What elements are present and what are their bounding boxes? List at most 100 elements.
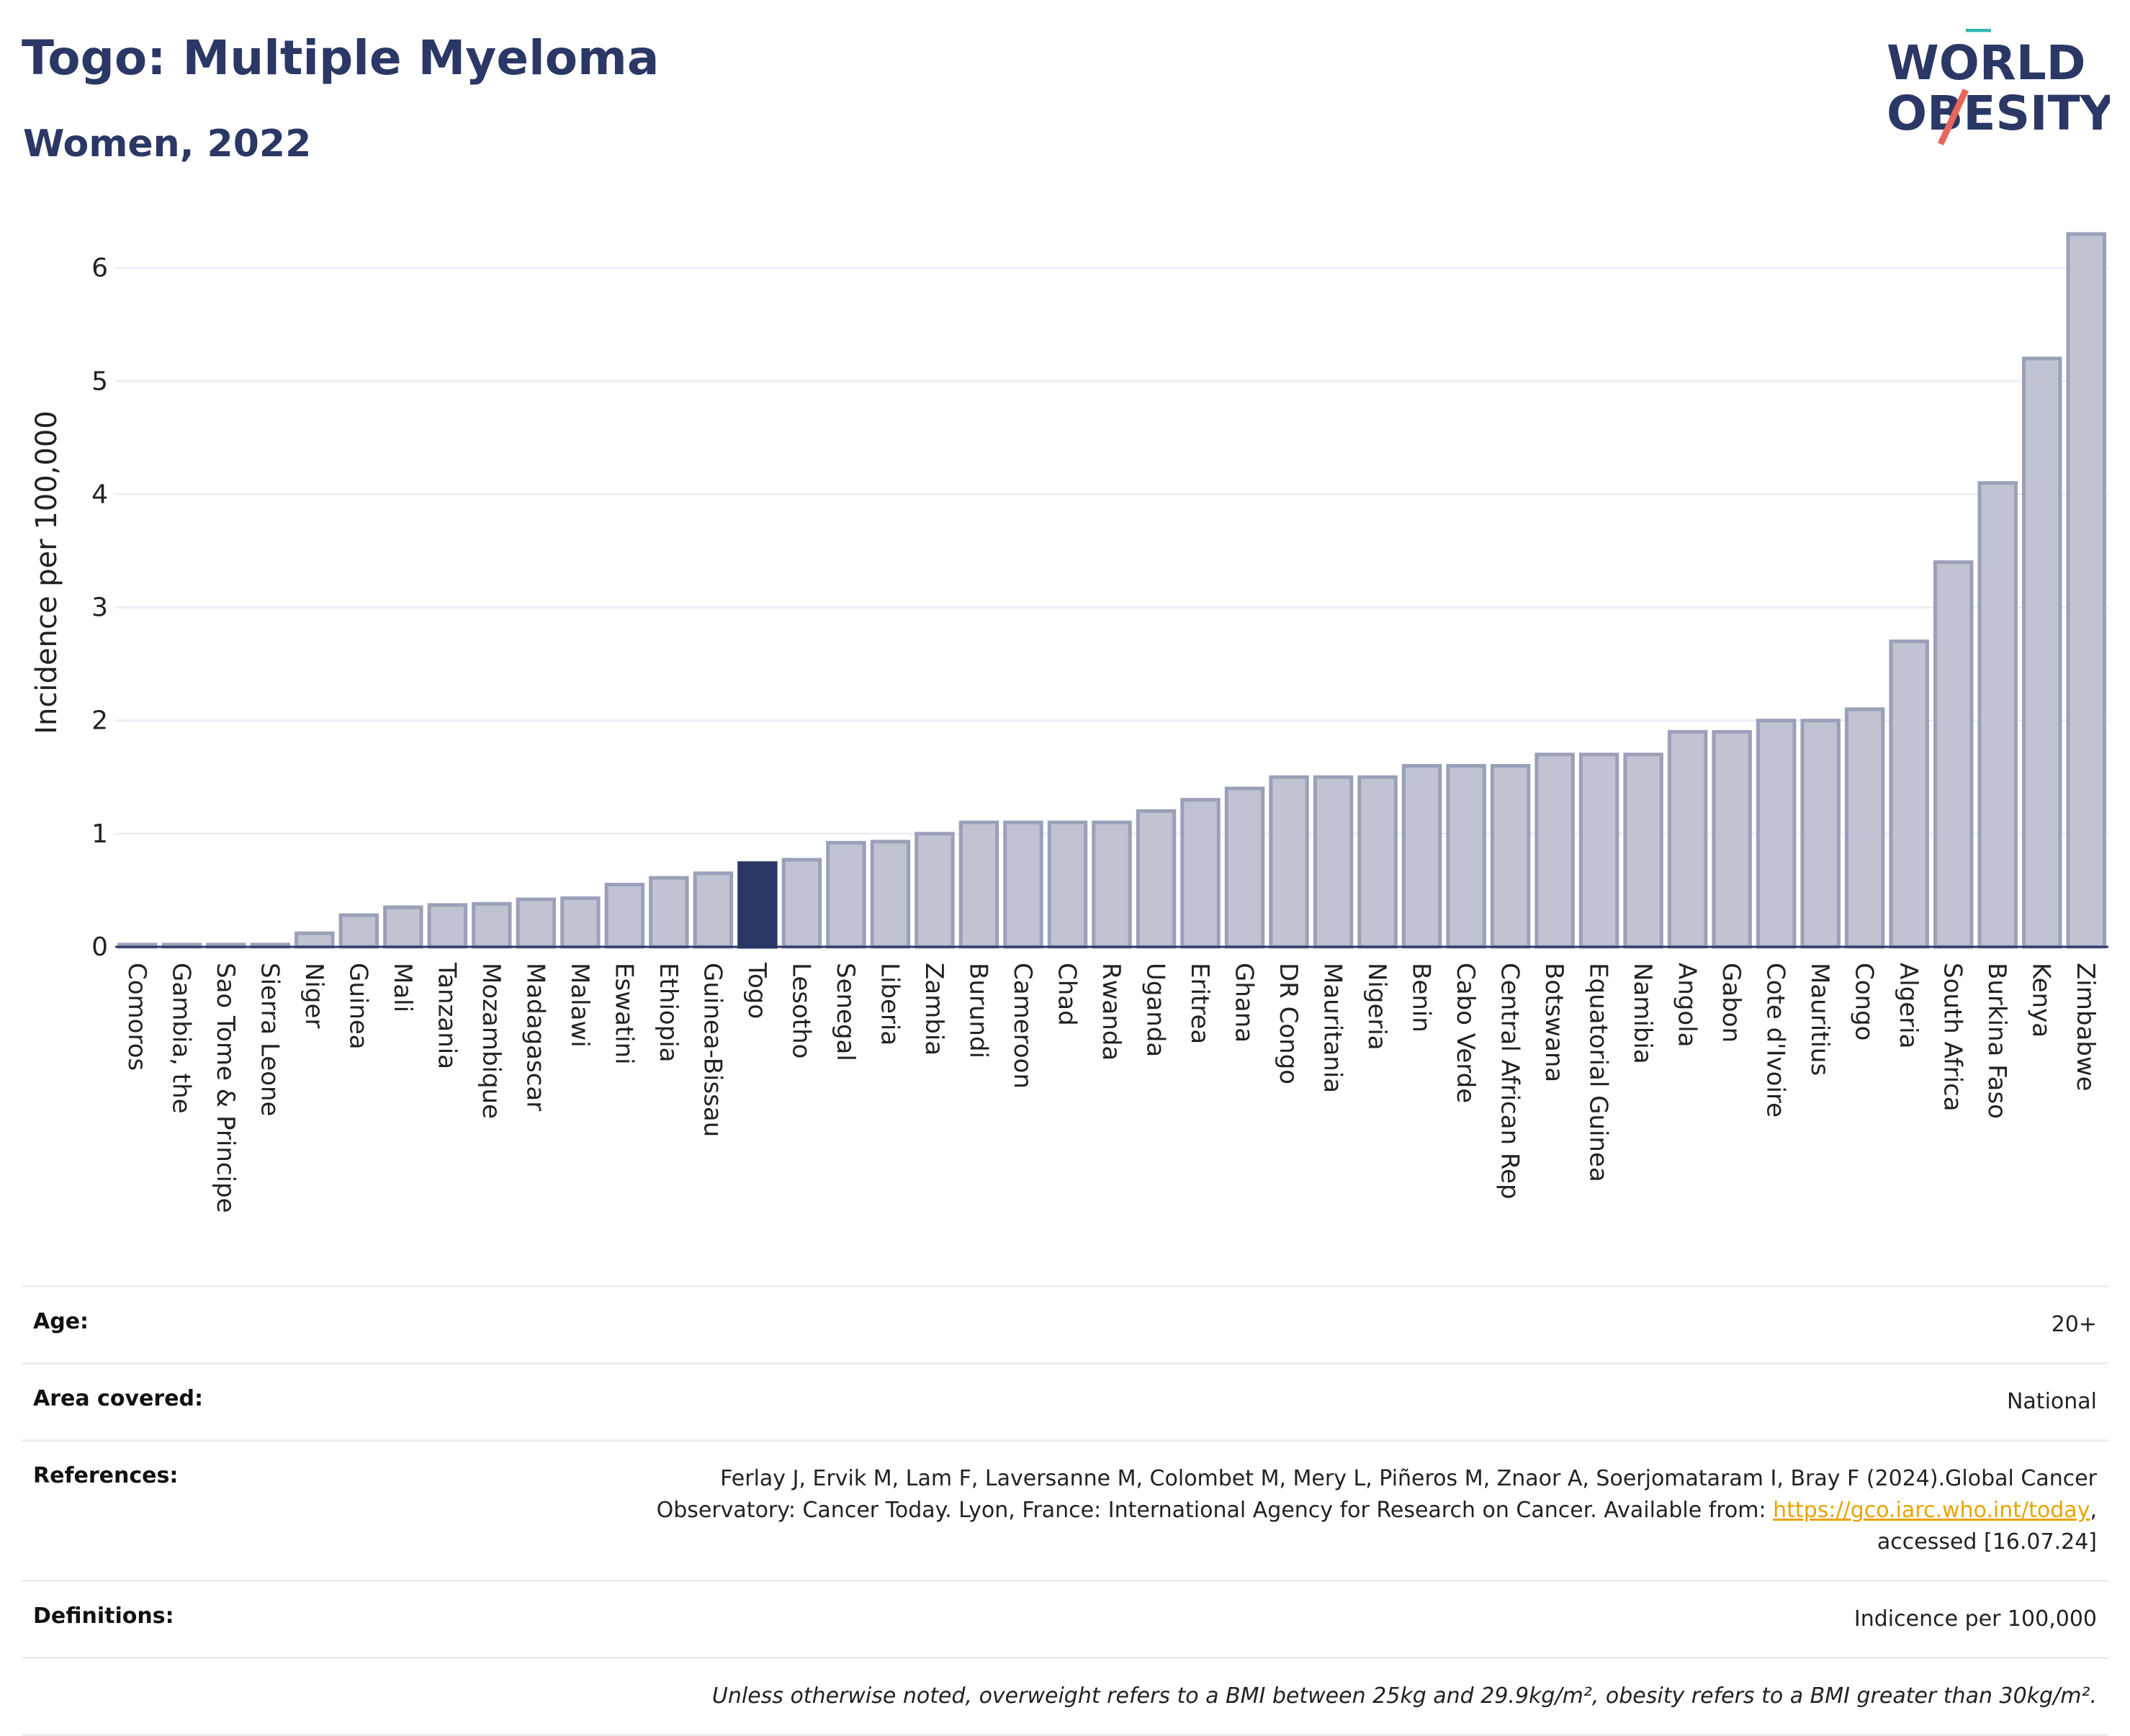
- y-tick-label: 0: [91, 932, 108, 962]
- bar-mozambique[interactable]: [472, 901, 512, 949]
- bar-mauritania[interactable]: [1313, 775, 1354, 949]
- x-tick-label: Equatorial Guinea: [1584, 963, 1613, 1182]
- references-line-2: Observatory: Cancer Today. Lyon, France:…: [657, 1495, 2097, 1526]
- bar-uganda[interactable]: [1136, 809, 1177, 949]
- x-tick-label: Angola: [1673, 963, 1702, 1047]
- x-tick-label: Sierra Leone: [255, 963, 284, 1116]
- bar-ethiopia[interactable]: [649, 876, 689, 949]
- y-tick-label: 6: [91, 253, 108, 283]
- bar-central-african-rep[interactable]: [1490, 764, 1531, 949]
- x-tick-label: Ghana: [1230, 963, 1259, 1043]
- references-line-3: accessed [16.07.24]: [1877, 1529, 2097, 1555]
- bar-mali[interactable]: [383, 905, 423, 949]
- x-tick-label: Madagascar: [521, 963, 549, 1111]
- y-tick-label: 4: [91, 480, 108, 509]
- bar-gabon[interactable]: [1712, 729, 1752, 949]
- x-tick-label: Burkina Faso: [1982, 963, 2011, 1119]
- page-title: Togo: Multiple Myeloma: [22, 30, 660, 86]
- y-tick-label: 1: [91, 819, 108, 849]
- x-tick-label: South Africa: [1938, 963, 1967, 1112]
- bar-algeria[interactable]: [1889, 639, 1929, 949]
- bar-malawi[interactable]: [560, 896, 601, 949]
- bar-niger[interactable]: [295, 931, 335, 949]
- x-tick-label: Cote d'Ivoire: [1761, 963, 1790, 1117]
- bar-botswana[interactable]: [1534, 752, 1575, 949]
- x-tick-label: Comoros: [122, 963, 151, 1071]
- bar-burkina-faso[interactable]: [1977, 481, 2018, 949]
- x-tick-label: Cabo Verde: [1451, 963, 1480, 1103]
- x-tick-label: Niger: [300, 963, 328, 1028]
- x-tick-label: Rwanda: [1097, 963, 1125, 1061]
- x-tick-label: Tanzania: [432, 962, 461, 1069]
- bar-cameroon[interactable]: [1003, 820, 1043, 949]
- x-tick-label: Algeria: [1894, 963, 1923, 1048]
- x-tick-label: Zimbabwe: [2071, 963, 2100, 1092]
- bar-guinea[interactable]: [338, 913, 379, 949]
- chart-bars: [117, 232, 2106, 949]
- age-label: Age:: [33, 1309, 89, 1334]
- references-label: References:: [33, 1463, 179, 1488]
- bar-zambia[interactable]: [915, 832, 955, 949]
- x-tick-label: Cameroon: [1008, 963, 1037, 1089]
- bar-burundi[interactable]: [958, 820, 999, 949]
- x-tick-label: Mauritius: [1805, 963, 1834, 1076]
- references-line-2-end: ,: [2090, 1498, 2097, 1523]
- area-value: National: [2006, 1389, 2097, 1414]
- bar-namibia[interactable]: [1623, 752, 1663, 949]
- x-tick-label: Kenya: [2027, 963, 2056, 1038]
- x-tick-label: Eritrea: [1185, 963, 1214, 1044]
- bar-mauritius[interactable]: [1800, 719, 1841, 949]
- bar-cote-d-ivoire[interactable]: [1756, 719, 1797, 949]
- y-tick-label: 2: [91, 706, 108, 736]
- x-tick-label: Mali: [388, 963, 417, 1012]
- bar-lesotho[interactable]: [781, 858, 822, 949]
- references-value: Ferlay J, Ervik M, Lam F, Laversanne M, …: [657, 1463, 2097, 1558]
- x-tick-label: Nigeria: [1362, 963, 1391, 1051]
- bar-kenya[interactable]: [2022, 356, 2062, 949]
- y-axis-ticks: 0 1 2 3 4 5 6: [91, 253, 108, 962]
- info-table: Age: 20+ Area covered: National Referenc…: [22, 1285, 2108, 1736]
- bar-cabo-verde[interactable]: [1446, 764, 1486, 949]
- bar-chart: 0 1 2 3 4 5 6 Comoros Gambia, the Sao Tome & Pri…: [30, 232, 2108, 1213]
- age-value: 20+: [2051, 1312, 2097, 1337]
- bar-angola[interactable]: [1667, 729, 1708, 949]
- x-tick-label: Mozambique: [477, 963, 505, 1119]
- y-tick-label: 5: [91, 366, 108, 396]
- bar-zimbabwe[interactable]: [2066, 232, 2106, 949]
- bar-madagascar[interactable]: [516, 897, 557, 949]
- bar-rwanda[interactable]: [1092, 820, 1132, 949]
- world-obesity-logo: WORLD OBESITY: [1887, 29, 2110, 145]
- references-line-2-text: Observatory: Cancer Today. Lyon, France:…: [656, 1498, 1774, 1523]
- references-line-1: Ferlay J, Ervik M, Lam F, Laversanne M, …: [720, 1466, 2097, 1491]
- bar-senegal[interactable]: [826, 840, 866, 949]
- x-tick-label: Benin: [1407, 963, 1436, 1033]
- bar-liberia[interactable]: [870, 840, 911, 949]
- references-link[interactable]: https://gco.iarc.who.int/today: [1773, 1498, 2090, 1523]
- y-tick-label: 3: [91, 593, 108, 623]
- svg-text:WORLD: WORLD: [1887, 35, 2086, 91]
- bar-ghana[interactable]: [1224, 786, 1265, 949]
- bar-dr-congo[interactable]: [1269, 775, 1309, 949]
- svg-text:OBESITY: OBESITY: [1887, 86, 2110, 141]
- x-tick-label: Central African Rep: [1496, 963, 1524, 1200]
- bar-chad[interactable]: [1047, 820, 1088, 949]
- x-tick-label: Togo: [742, 962, 771, 1019]
- bar-benin[interactable]: [1401, 764, 1442, 949]
- bar-guinea-bissau[interactable]: [693, 871, 734, 949]
- bar-tanzania[interactable]: [427, 903, 468, 949]
- bar-nigeria[interactable]: [1357, 775, 1398, 949]
- x-tick-label: Malawi: [565, 963, 594, 1048]
- bar-south-africa[interactable]: [1933, 560, 1974, 949]
- bmi-note: Unless otherwise noted, overweight refer…: [711, 1683, 2097, 1709]
- page-subtitle: Women, 2022: [23, 122, 312, 166]
- info-row-age: Age: 20+: [22, 1285, 2108, 1362]
- x-tick-label: Guinea-Bissau: [698, 963, 727, 1137]
- x-tick-label: Liberia: [875, 963, 904, 1045]
- bar-eswatini[interactable]: [604, 883, 645, 949]
- bar-togo[interactable]: [737, 861, 778, 949]
- bar-eritrea[interactable]: [1180, 798, 1221, 949]
- info-row-area: Area covered: National: [22, 1362, 2108, 1439]
- bar-congo[interactable]: [1844, 707, 1885, 949]
- bar-equatorial-guinea[interactable]: [1578, 752, 1619, 949]
- x-tick-label: Sao Tome & Principe: [211, 963, 240, 1213]
